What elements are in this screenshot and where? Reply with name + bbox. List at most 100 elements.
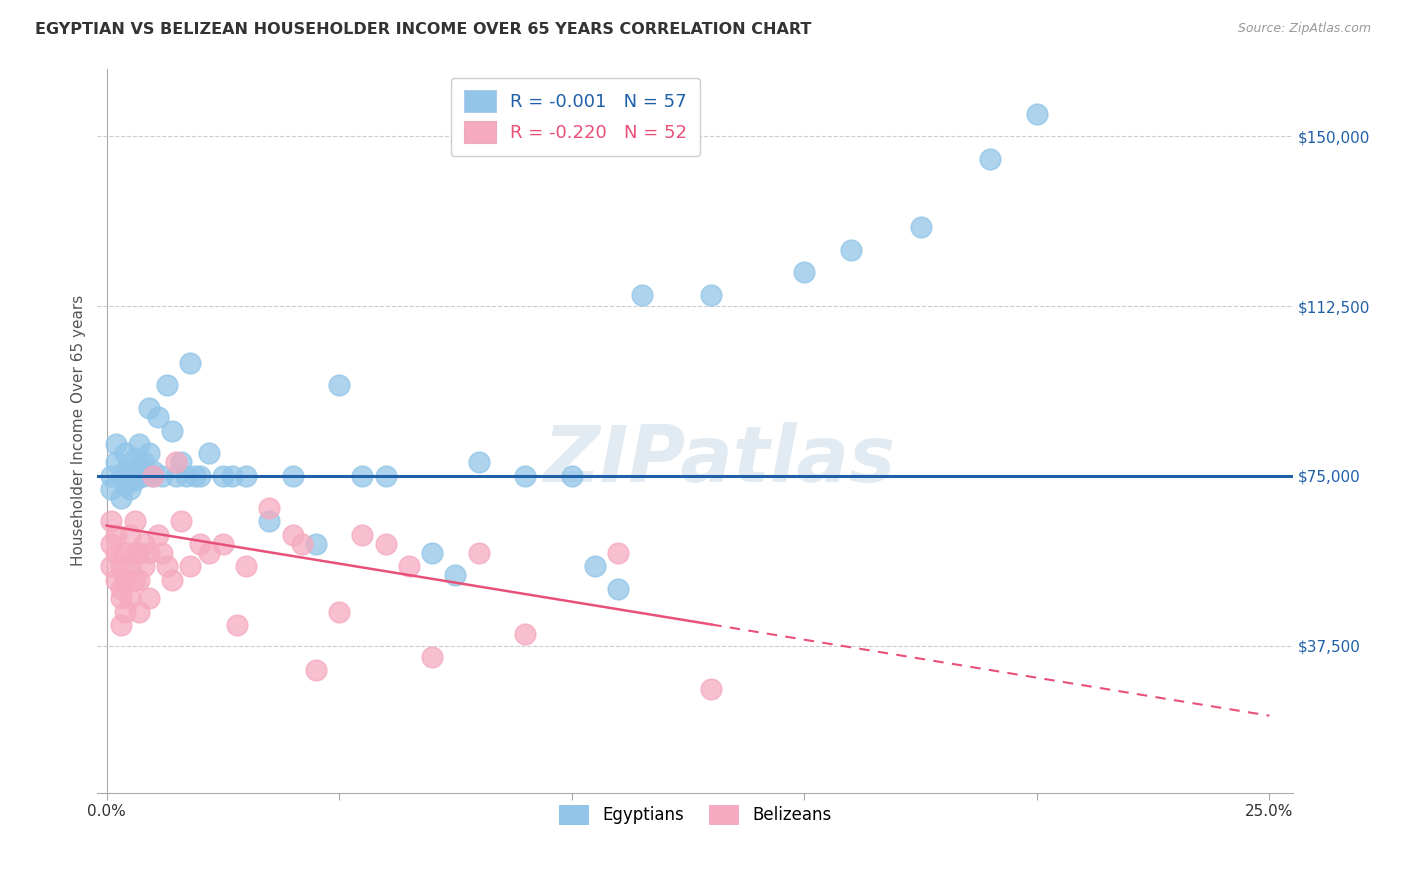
Point xyxy=(212,468,235,483)
Point xyxy=(170,455,193,469)
Point xyxy=(114,573,136,587)
Point xyxy=(104,455,127,469)
Point xyxy=(160,573,183,587)
Point xyxy=(114,605,136,619)
Point xyxy=(114,464,136,478)
Point xyxy=(110,559,132,574)
Point xyxy=(128,459,150,474)
Point xyxy=(104,437,127,451)
Point xyxy=(100,537,122,551)
Point xyxy=(118,483,141,497)
Point xyxy=(398,559,420,574)
Point xyxy=(291,537,314,551)
Point xyxy=(128,437,150,451)
Point xyxy=(188,537,211,551)
Point xyxy=(910,219,932,234)
Point xyxy=(184,468,207,483)
Point xyxy=(128,573,150,587)
Point xyxy=(114,546,136,560)
Point xyxy=(156,559,179,574)
Point xyxy=(165,468,187,483)
Point xyxy=(179,356,201,370)
Point xyxy=(146,527,169,541)
Point xyxy=(979,152,1001,166)
Point xyxy=(146,409,169,424)
Legend: Egyptians, Belizeans: Egyptians, Belizeans xyxy=(548,795,841,835)
Point xyxy=(110,618,132,632)
Point xyxy=(118,527,141,541)
Point xyxy=(515,468,537,483)
Point xyxy=(100,559,122,574)
Point xyxy=(118,468,141,483)
Point xyxy=(128,468,150,483)
Point xyxy=(114,478,136,492)
Point xyxy=(561,468,583,483)
Point xyxy=(132,455,155,469)
Point xyxy=(124,450,146,465)
Point xyxy=(235,468,257,483)
Point xyxy=(839,243,862,257)
Point xyxy=(170,514,193,528)
Point xyxy=(110,591,132,605)
Point xyxy=(174,468,197,483)
Point xyxy=(467,546,489,560)
Point xyxy=(179,559,201,574)
Point xyxy=(198,546,221,560)
Point xyxy=(420,546,443,560)
Point xyxy=(607,546,630,560)
Point xyxy=(128,546,150,560)
Point xyxy=(118,559,141,574)
Point xyxy=(305,664,328,678)
Point xyxy=(132,537,155,551)
Point xyxy=(132,559,155,574)
Point xyxy=(152,468,174,483)
Point xyxy=(221,468,243,483)
Point xyxy=(142,464,165,478)
Point xyxy=(100,483,122,497)
Point xyxy=(124,546,146,560)
Point xyxy=(188,468,211,483)
Point xyxy=(420,649,443,664)
Point xyxy=(1025,107,1047,121)
Point xyxy=(515,627,537,641)
Point xyxy=(444,568,467,582)
Point xyxy=(142,468,165,483)
Point xyxy=(100,468,122,483)
Point xyxy=(352,468,374,483)
Point xyxy=(124,514,146,528)
Point xyxy=(328,378,350,392)
Point xyxy=(138,546,160,560)
Point xyxy=(212,537,235,551)
Point xyxy=(124,573,146,587)
Point xyxy=(110,491,132,506)
Text: Source: ZipAtlas.com: Source: ZipAtlas.com xyxy=(1237,22,1371,36)
Point xyxy=(118,474,141,488)
Point xyxy=(352,527,374,541)
Point xyxy=(467,455,489,469)
Point xyxy=(132,468,155,483)
Point xyxy=(138,591,160,605)
Point xyxy=(305,537,328,551)
Point xyxy=(142,468,165,483)
Point xyxy=(374,537,396,551)
Point xyxy=(235,559,257,574)
Point xyxy=(198,446,221,460)
Point xyxy=(138,446,160,460)
Point xyxy=(630,288,652,302)
Point xyxy=(328,605,350,619)
Point xyxy=(160,424,183,438)
Point xyxy=(374,468,396,483)
Point xyxy=(104,546,127,560)
Point xyxy=(259,514,281,528)
Text: EGYPTIAN VS BELIZEAN HOUSEHOLDER INCOME OVER 65 YEARS CORRELATION CHART: EGYPTIAN VS BELIZEAN HOUSEHOLDER INCOME … xyxy=(35,22,811,37)
Point xyxy=(100,514,122,528)
Point xyxy=(700,288,723,302)
Point xyxy=(259,500,281,515)
Point xyxy=(118,591,141,605)
Point xyxy=(138,401,160,415)
Point xyxy=(128,605,150,619)
Point xyxy=(110,582,132,596)
Point xyxy=(281,527,304,541)
Text: ZIPatlas: ZIPatlas xyxy=(543,422,896,498)
Point xyxy=(281,468,304,483)
